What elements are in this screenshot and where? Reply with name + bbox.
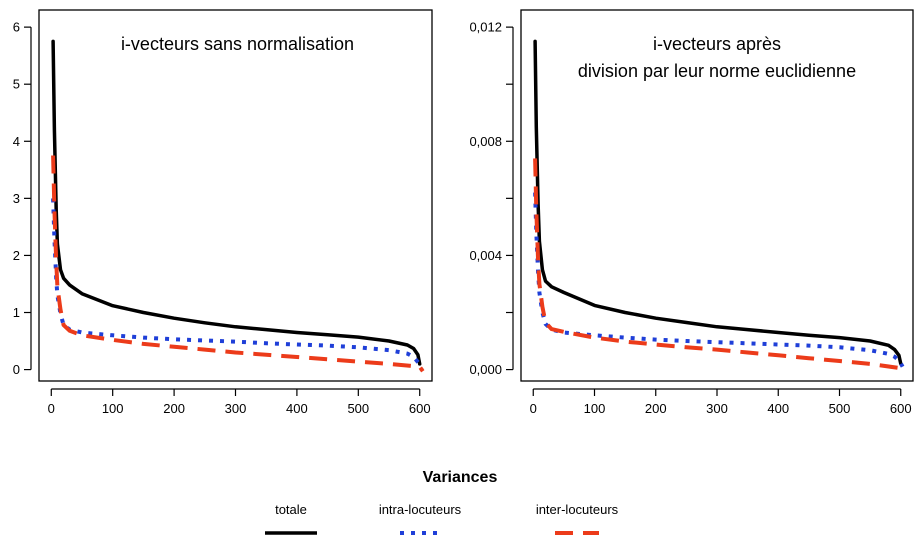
plot-frame (38, 9, 433, 382)
x-tick-label: 600 (890, 401, 912, 416)
legend-label-2: inter-locuteurs (536, 502, 619, 517)
chart-panel-left: 0 100 200 300 400 500 600 0 1 2 3 4 5 6 i-vecteurs san… (13, 9, 433, 416)
x-tick-label: 200 (163, 401, 185, 416)
y-tick-label: 4 (13, 134, 20, 149)
legend-entries: totale intra-locuteurs inter-locuteurs (265, 502, 619, 535)
x-tick-label: 0 (530, 401, 537, 416)
x-tick-label: 400 (286, 401, 308, 416)
y-tick-label: 0 (13, 362, 20, 377)
chart-panel-right: 0 100 200 300 400 500 600 0,000 0,004 0,008 0,012 i… (469, 9, 914, 416)
y-tick-label: 6 (13, 20, 20, 35)
x-tick-label: 500 (829, 401, 851, 416)
y-tick-label: 0,000 (469, 362, 502, 377)
y-tick-label: 0,004 (469, 248, 502, 263)
chart-title: i-vecteurs sans normalisation (121, 34, 354, 54)
x-tick-label: 100 (584, 401, 606, 416)
legend: Variances totale intra-locuteurs inter-loc… (265, 469, 619, 535)
legend-title: Variances (423, 469, 498, 486)
x-tick-label: 100 (102, 401, 124, 416)
y-tick-label: 2 (13, 248, 20, 263)
x-tick-label: 300 (706, 401, 728, 416)
x-tick-label: 600 (409, 401, 431, 416)
chart-title: i-vecteurs après (653, 34, 781, 54)
chart-title: division par leur norme euclidienne (578, 61, 856, 81)
x-tick-label: 300 (225, 401, 247, 416)
series-line-inter-locuteurs (51, 155, 425, 373)
legend-label-0: totale (275, 502, 307, 517)
y-tick-label: 5 (13, 77, 20, 92)
y-tick-label: 1 (13, 305, 20, 320)
x-tick-label: 0 (48, 401, 55, 416)
x-tick-label: 500 (347, 401, 369, 416)
y-tick-label: 0,008 (469, 134, 502, 149)
plot-frame (520, 9, 914, 382)
x-tick-label: 200 (645, 401, 667, 416)
x-tick-label: 400 (767, 401, 789, 416)
series-line-intra-locuteurs (51, 198, 424, 371)
series-line-totale (533, 39, 903, 366)
y-tick-label: 0,012 (469, 20, 502, 35)
series-line-intra-locuteurs (533, 192, 905, 368)
y-tick-label: 3 (13, 191, 20, 206)
series-line-totale (51, 39, 422, 366)
legend-label-1: intra-locuteurs (379, 502, 462, 517)
series-line-inter-locuteurs (533, 158, 906, 374)
